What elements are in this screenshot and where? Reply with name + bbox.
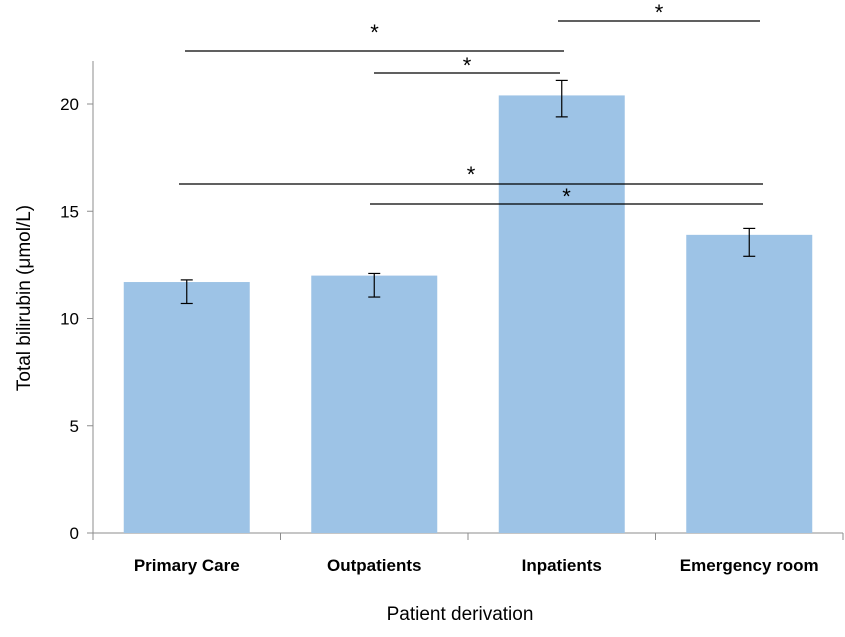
x-tick-label: Inpatients: [522, 556, 602, 575]
significance-star: *: [463, 53, 472, 78]
y-tick-label: 15: [60, 202, 79, 221]
bar: [686, 234, 813, 533]
significance-star: *: [655, 0, 664, 25]
significance-brackets: * * * * *: [179, 0, 763, 209]
y-tick-label: 10: [60, 310, 79, 329]
x-tick-label: Emergency room: [680, 556, 819, 575]
x-tick-label: Primary Care: [134, 556, 240, 575]
significance-star: *: [467, 162, 476, 187]
y-tick-label: 0: [70, 524, 79, 543]
bar: [498, 95, 625, 534]
y-axis-title: Total bilirubin (μmol/L): [14, 205, 35, 391]
error-bars: [180, 79, 756, 305]
y-tick-label: 20: [60, 95, 79, 114]
x-axis-title: Patient derivation: [387, 604, 534, 625]
y-tick-label: 5: [70, 417, 79, 436]
axis-labels: 0 5 10 15 20 Primary Care Outpatients Inpatient…: [60, 95, 819, 575]
bar: [311, 275, 438, 533]
significance-star: *: [370, 20, 379, 45]
significance-star: *: [562, 184, 571, 209]
x-tick-label: Outpatients: [327, 556, 421, 575]
bars: [123, 95, 813, 534]
bar: [123, 282, 250, 533]
